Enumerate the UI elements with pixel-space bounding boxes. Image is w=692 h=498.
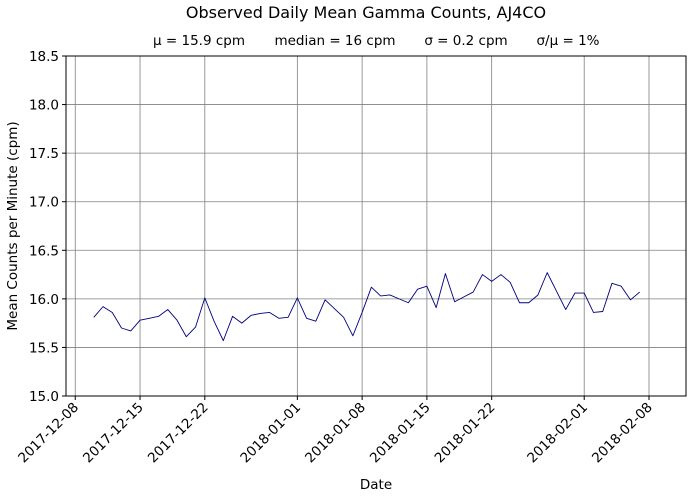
data-point bbox=[547, 272, 548, 273]
data-point bbox=[195, 326, 196, 327]
y-tick-label: 18.5 bbox=[29, 49, 59, 65]
subtitle-mean: μ = 15.9 cpm bbox=[153, 33, 245, 49]
data-series bbox=[93, 272, 641, 342]
data-point bbox=[630, 299, 631, 300]
data-point bbox=[574, 292, 575, 293]
y-tick-label: 17.5 bbox=[29, 146, 59, 162]
x-tick-label: 2017-12-22 bbox=[145, 400, 212, 467]
data-point bbox=[112, 312, 113, 313]
x-axis-label: Date bbox=[360, 477, 392, 493]
data-point bbox=[445, 273, 446, 274]
data-point bbox=[408, 302, 409, 303]
data-point bbox=[519, 302, 520, 303]
data-point bbox=[139, 320, 140, 321]
data-point bbox=[158, 316, 159, 317]
data-point bbox=[380, 295, 381, 296]
data-point bbox=[167, 309, 168, 310]
data-point bbox=[102, 306, 103, 307]
data-point bbox=[149, 318, 150, 319]
data-point bbox=[584, 292, 585, 293]
data-point bbox=[121, 327, 122, 328]
data-point bbox=[417, 289, 418, 290]
data-point bbox=[362, 312, 363, 313]
data-point bbox=[176, 320, 177, 321]
data-point bbox=[639, 291, 640, 292]
plot-frame bbox=[65, 55, 687, 397]
data-point bbox=[306, 318, 307, 319]
data-point bbox=[343, 317, 344, 318]
data-point bbox=[537, 294, 538, 295]
data-point bbox=[278, 318, 279, 319]
data-point bbox=[426, 286, 427, 287]
chart-title: Observed Daily Mean Gamma Counts, AJ4CO bbox=[186, 3, 546, 22]
subtitle-median: median = 16 cpm bbox=[274, 33, 395, 49]
data-point bbox=[602, 311, 603, 312]
y-axis-label: Mean Counts per Minute (cpm) bbox=[5, 121, 21, 330]
data-point bbox=[565, 309, 566, 310]
data-point bbox=[352, 335, 353, 336]
y-tick-label: 15.0 bbox=[29, 389, 59, 405]
data-point bbox=[611, 283, 612, 284]
data-point bbox=[287, 317, 288, 318]
x-tick-label: 2017-12-08 bbox=[15, 400, 82, 467]
data-point bbox=[334, 308, 335, 309]
data-point bbox=[260, 313, 261, 314]
y-tick-label: 16.0 bbox=[29, 292, 59, 308]
data-point bbox=[315, 321, 316, 322]
x-tick-label: 2018-01-08 bbox=[302, 400, 369, 467]
data-point bbox=[454, 301, 455, 302]
x-tick-label: 2018-01-22 bbox=[432, 400, 499, 467]
y-tick-label: 16.5 bbox=[29, 243, 59, 259]
data-point bbox=[213, 321, 214, 322]
x-tick-label: 2018-02-08 bbox=[589, 400, 656, 467]
data-point bbox=[473, 291, 474, 292]
data-point bbox=[204, 297, 205, 298]
data-point bbox=[399, 298, 400, 299]
y-tick-label: 15.5 bbox=[29, 340, 59, 356]
data-point bbox=[556, 290, 557, 291]
data-point bbox=[528, 302, 529, 303]
x-tick-label: 2017-12-15 bbox=[80, 400, 147, 467]
subtitle-cv: σ/μ = 1% bbox=[536, 33, 599, 49]
data-point bbox=[436, 307, 437, 308]
data-point bbox=[250, 315, 251, 316]
data-point bbox=[93, 317, 94, 318]
data-point bbox=[232, 316, 233, 317]
y-tick-label: 18.0 bbox=[29, 98, 59, 114]
series-line bbox=[93, 272, 641, 342]
data-point bbox=[223, 340, 224, 341]
data-point bbox=[510, 282, 511, 283]
data-point bbox=[389, 294, 390, 295]
x-tick-label: 2018-02-01 bbox=[524, 400, 591, 467]
data-point bbox=[371, 287, 372, 288]
data-point bbox=[325, 299, 326, 300]
data-point bbox=[621, 286, 622, 287]
y-tick-label: 17.0 bbox=[29, 195, 59, 211]
x-tick-label: 2018-01-15 bbox=[367, 400, 434, 467]
data-point bbox=[482, 274, 483, 275]
x-tick-label: 2018-01-01 bbox=[237, 400, 304, 467]
data-point bbox=[269, 312, 270, 313]
data-point bbox=[500, 274, 501, 275]
subtitle-sigma: σ = 0.2 cpm bbox=[424, 33, 507, 49]
chart-subtitle: μ = 15.9 cpm median = 16 cpm σ = 0.2 cpm… bbox=[153, 33, 600, 49]
data-point bbox=[297, 297, 298, 298]
data-point bbox=[130, 330, 131, 331]
data-point bbox=[463, 296, 464, 297]
gridlines bbox=[66, 55, 686, 397]
data-point bbox=[186, 336, 187, 337]
data-point bbox=[491, 281, 492, 282]
data-point bbox=[241, 323, 242, 324]
data-point bbox=[593, 312, 594, 313]
